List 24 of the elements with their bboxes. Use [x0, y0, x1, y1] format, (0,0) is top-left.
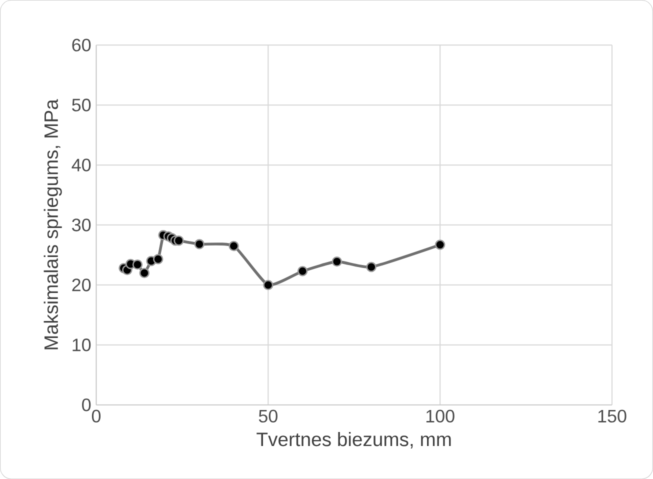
point — [263, 280, 274, 290]
point — [332, 256, 342, 267]
x-tick-label: 150 — [598, 410, 626, 422]
y-tick-label: 0 — [82, 398, 91, 412]
y-tick-label: 30 — [72, 218, 91, 232]
x-tick-label: 0 — [92, 410, 101, 422]
point — [174, 235, 184, 246]
point — [153, 254, 164, 264]
point — [434, 240, 446, 250]
y-axis-title: Maksimalais spriegums, MPa — [44, 99, 62, 350]
y-tick-label: 50 — [72, 98, 91, 112]
point — [228, 240, 239, 252]
point — [366, 262, 376, 272]
x-tick-label: 100 — [426, 410, 454, 422]
x-axis-title: Tvertnes biezums, mm — [256, 432, 451, 448]
y-tick-label: 20 — [72, 278, 91, 292]
y-tick-label: 10 — [72, 338, 91, 352]
point — [297, 266, 308, 276]
y-tick-label: 60 — [72, 38, 91, 52]
x-tick-label: 50 — [258, 410, 278, 422]
point — [132, 259, 143, 270]
point — [139, 268, 150, 278]
point — [194, 238, 205, 250]
y-tick-label: 40 — [72, 158, 91, 172]
